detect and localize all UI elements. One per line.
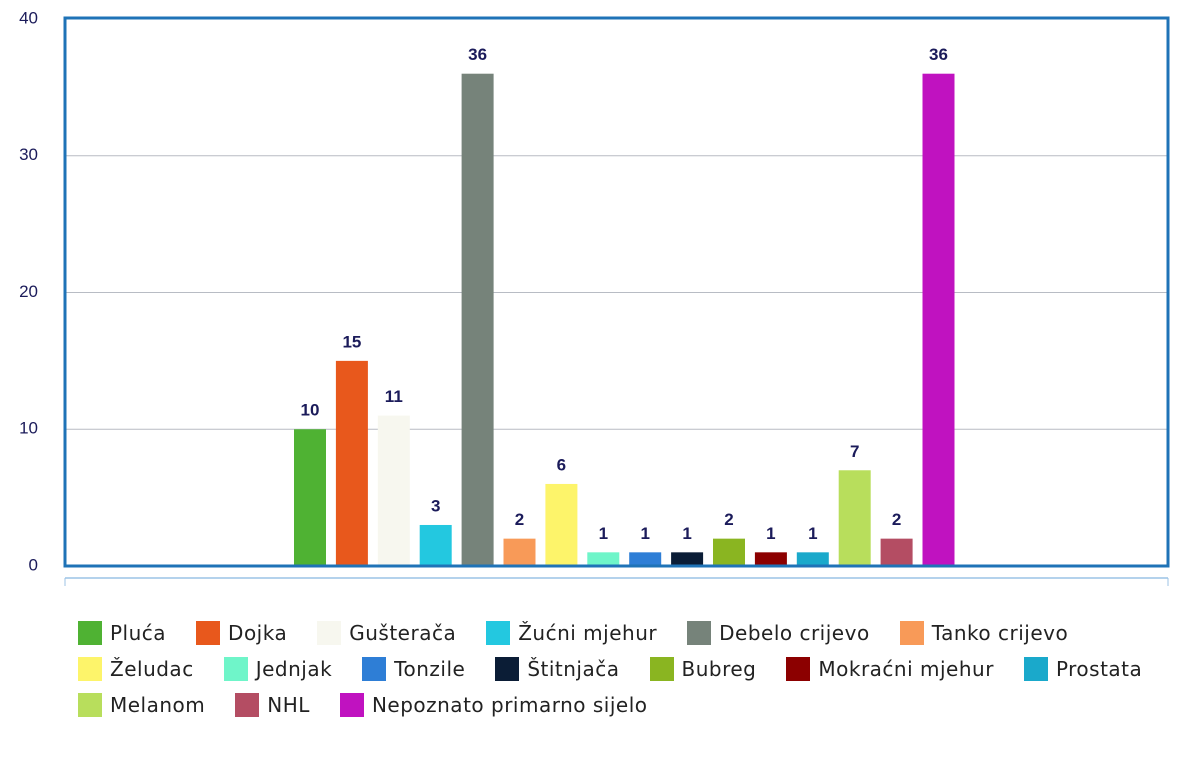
- value-label: 3: [431, 496, 440, 515]
- legend-swatch: [317, 621, 342, 645]
- legend-swatch: [196, 621, 221, 645]
- bar: [545, 483, 578, 566]
- legend-item: Pluća: [78, 620, 166, 646]
- legend-swatch: [1023, 657, 1048, 681]
- bar: [880, 538, 913, 566]
- legend-item: NHL: [235, 692, 310, 718]
- legend-item: Bubreg: [649, 656, 757, 682]
- legend-swatch: [649, 657, 674, 681]
- legend-label: NHL: [267, 693, 310, 717]
- value-label: 2: [515, 510, 524, 529]
- legend-item: Nepoznato primarno sijelo: [339, 692, 648, 718]
- legend-label: Melanom: [110, 693, 206, 717]
- legend-label: Prostata: [1055, 657, 1143, 681]
- bar: [713, 538, 745, 566]
- value-label: 1: [808, 524, 817, 543]
- legend-item: Dojka: [196, 620, 287, 646]
- legend-label: Želudac: [110, 657, 194, 681]
- legend-item: Debelo crijevo: [687, 620, 870, 646]
- legend-label: Žućni mjehur: [518, 621, 658, 645]
- legend-swatch: [899, 621, 924, 645]
- value-label: 36: [468, 45, 487, 64]
- legend-label: Nepoznato primarno sijelo: [371, 693, 648, 717]
- legend-item: Žućni mjehur: [486, 620, 657, 646]
- y-tick-label: 20: [19, 282, 38, 301]
- bar: [796, 552, 829, 566]
- legend-label: Štitnjača: [527, 657, 620, 681]
- legend-item: Melanom: [78, 692, 205, 718]
- legend-item: Gušterača: [317, 620, 456, 646]
- legend-item: Tonzile: [362, 656, 465, 682]
- y-tick-label: 0: [29, 555, 38, 574]
- legend-label: Jednjak: [255, 657, 333, 681]
- legend-swatch: [78, 621, 102, 645]
- bar: [629, 552, 662, 566]
- y-tick-label: 10: [19, 419, 38, 438]
- legend-swatch: [486, 621, 511, 645]
- legend-item: Želudac: [78, 656, 194, 682]
- bar: [335, 360, 368, 566]
- bar: [419, 524, 452, 566]
- bar: [377, 415, 410, 566]
- value-label: 7: [850, 442, 859, 461]
- value-label: 1: [640, 524, 649, 543]
- bar: [587, 552, 620, 566]
- legend-swatch: [78, 693, 102, 717]
- legend: Pluća Dojka Gušterača Žućni mjehur Debelo cr…: [78, 620, 1168, 718]
- value-label: 1: [682, 524, 691, 543]
- bar: [294, 429, 326, 566]
- value-label: 6: [557, 455, 566, 474]
- plot-border: [63, 16, 1170, 568]
- legend-item: Mokraćni mjehur: [786, 656, 994, 682]
- value-label: 15: [342, 332, 361, 351]
- value-label: 2: [892, 510, 901, 529]
- value-label: 1: [599, 524, 608, 543]
- bar: [838, 470, 871, 566]
- legend-label: Gušterača: [349, 621, 457, 645]
- legend-label: Bubreg: [681, 657, 757, 681]
- bar: [922, 73, 955, 566]
- legend-label: Mokraćni mjehur: [818, 657, 994, 681]
- legend-swatch: [223, 657, 248, 681]
- value-label: 11: [385, 387, 403, 406]
- legend-item: Jednjak: [223, 656, 333, 682]
- legend-swatch: [362, 657, 387, 681]
- value-label: 10: [301, 401, 320, 420]
- legend-label: Tanko crijevo: [931, 621, 1069, 645]
- y-tick-label: 30: [19, 145, 38, 164]
- value-label: 1: [766, 524, 775, 543]
- legend-swatch: [687, 621, 712, 645]
- legend-item: Štitnjača: [495, 656, 619, 682]
- legend-label: Pluća: [110, 621, 167, 645]
- legend-item: Tanko crijevo: [899, 620, 1069, 646]
- bar: [503, 538, 536, 566]
- legend-swatch: [78, 657, 102, 681]
- legend-swatch: [235, 693, 260, 717]
- legend-label: Tonzile: [394, 657, 466, 681]
- value-label: 36: [929, 45, 948, 64]
- bar: [461, 73, 494, 566]
- bar: [671, 552, 704, 566]
- legend-label: Debelo crijevo: [719, 621, 870, 645]
- legend-swatch: [495, 657, 520, 681]
- y-tick-label: 40: [19, 8, 38, 27]
- value-label: 2: [724, 510, 733, 529]
- legend-item: Prostata: [1023, 656, 1143, 682]
- legend-swatch: [786, 657, 811, 681]
- legend-label: Dojka: [228, 621, 288, 645]
- legend-swatch: [339, 693, 364, 717]
- bar: [754, 552, 787, 566]
